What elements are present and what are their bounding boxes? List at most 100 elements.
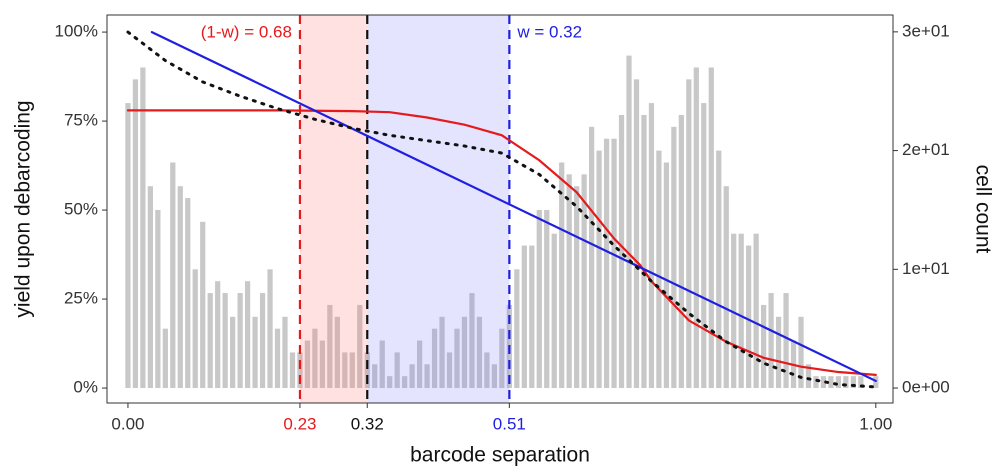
- histogram-bar: [521, 245, 527, 389]
- line-series: [126, 109, 877, 376]
- histogram-bar: [551, 233, 557, 389]
- shaded-band: [367, 15, 510, 403]
- histogram-bar: [761, 304, 767, 389]
- histogram-bar: [162, 328, 168, 389]
- histogram-bar: [446, 352, 453, 389]
- histogram-bar: [529, 245, 535, 389]
- histogram-bar: [364, 352, 370, 389]
- histogram-bar: [731, 233, 737, 389]
- y2-axis-title: cell count: [971, 165, 994, 254]
- histogram-bar: [461, 316, 468, 389]
- histogram-bar: [140, 67, 146, 389]
- histogram-bar: [686, 79, 692, 389]
- y2-tick-label: 2e+01: [902, 140, 950, 159]
- y-axis-title: yield upon debarcoding: [12, 100, 35, 317]
- histogram-bar: [357, 304, 363, 389]
- histogram-bar: [873, 376, 879, 389]
- histogram-bar: [835, 376, 842, 389]
- histogram-bar: [491, 364, 498, 389]
- histogram-bar: [454, 328, 460, 389]
- histogram-bar: [349, 352, 355, 389]
- histogram-bar: [424, 364, 430, 389]
- histogram-bar: [230, 316, 236, 389]
- histogram-bar: [132, 79, 139, 389]
- histogram-bar: [259, 293, 266, 389]
- y-tick-label: 75%: [64, 111, 98, 130]
- histogram-bar: [312, 328, 318, 389]
- histogram-bar: [185, 198, 191, 389]
- histogram-bar: [858, 376, 864, 389]
- x-tick-label: 0.51: [493, 414, 526, 433]
- y2-tick-label: 1e+01: [902, 259, 950, 278]
- x-tick-label: 0.23: [283, 414, 316, 433]
- histogram-bar: [409, 364, 415, 389]
- histogram-bar: [222, 293, 228, 389]
- histogram-bar: [723, 186, 729, 389]
- reference-label: w = 0.32: [516, 22, 582, 41]
- histogram-bar: [244, 281, 251, 389]
- histogram-bar: [648, 103, 655, 389]
- histogram-bar: [252, 316, 258, 389]
- histogram-bar: [327, 304, 333, 389]
- x-tick-label: 1.00: [859, 414, 892, 433]
- y-tick-label: 25%: [64, 289, 98, 308]
- histogram-bar: [207, 293, 213, 389]
- histogram-bar: [536, 209, 542, 389]
- histogram-bar: [559, 162, 565, 389]
- histogram-bar: [125, 103, 131, 389]
- histogram-bar: [708, 67, 714, 389]
- histogram-bar: [618, 114, 625, 389]
- histogram-bar: [611, 138, 617, 389]
- histogram-bar: [170, 162, 176, 389]
- x-tick-label: 0.32: [351, 414, 384, 433]
- histogram-bar: [626, 55, 632, 389]
- histogram-bar: [738, 233, 744, 389]
- histogram-bar: [282, 316, 288, 389]
- histogram-bar: [379, 340, 385, 389]
- histogram-bar: [716, 150, 722, 389]
- histogram-bar: [484, 352, 490, 389]
- histogram-bar: [544, 209, 550, 389]
- histogram-bar: [678, 114, 684, 389]
- histogram-bar: [469, 293, 475, 389]
- y-tick-label: 100%: [55, 22, 98, 41]
- histogram-bar: [372, 364, 378, 389]
- histogram-bar: [215, 281, 221, 389]
- histogram-bar: [671, 126, 677, 389]
- histogram-bar: [805, 364, 812, 389]
- histogram-bar: [387, 376, 393, 389]
- histogram-bar: [237, 293, 243, 389]
- histogram-bar: [394, 352, 400, 389]
- histogram-bar: [297, 352, 303, 389]
- histogram-bar: [775, 316, 782, 389]
- histogram-bar: [813, 376, 819, 389]
- histogram-bar: [431, 328, 438, 389]
- histogram-bar: [147, 186, 153, 389]
- histogram-bar: [274, 328, 281, 389]
- histogram-bar: [850, 376, 856, 389]
- histogram-bar: [319, 340, 326, 389]
- histogram-bar: [581, 174, 587, 389]
- histogram-bar: [177, 186, 183, 389]
- histogram-bar: [566, 174, 572, 389]
- histogram-bar: [603, 138, 610, 389]
- histogram-bar: [267, 269, 273, 389]
- y2-tick-label: 0e+00: [902, 378, 950, 397]
- histogram-bar: [304, 340, 311, 389]
- histogram-bar: [574, 186, 580, 389]
- x-tick-label: 0.00: [111, 414, 144, 433]
- histogram-bar: [402, 376, 408, 389]
- histogram-bar: [768, 293, 774, 389]
- histogram-bar: [783, 293, 789, 389]
- histogram-bar: [342, 352, 348, 389]
- histogram-bar: [701, 103, 707, 389]
- histogram-bar: [798, 316, 804, 389]
- histogram-bar: [416, 340, 423, 389]
- histogram-bar: [820, 376, 827, 389]
- panel-frame: [106, 14, 894, 404]
- histogram-bar: [633, 79, 640, 389]
- line-series: [150, 30, 877, 383]
- histogram-bar: [746, 245, 752, 389]
- y-tick-label: 0%: [73, 378, 98, 397]
